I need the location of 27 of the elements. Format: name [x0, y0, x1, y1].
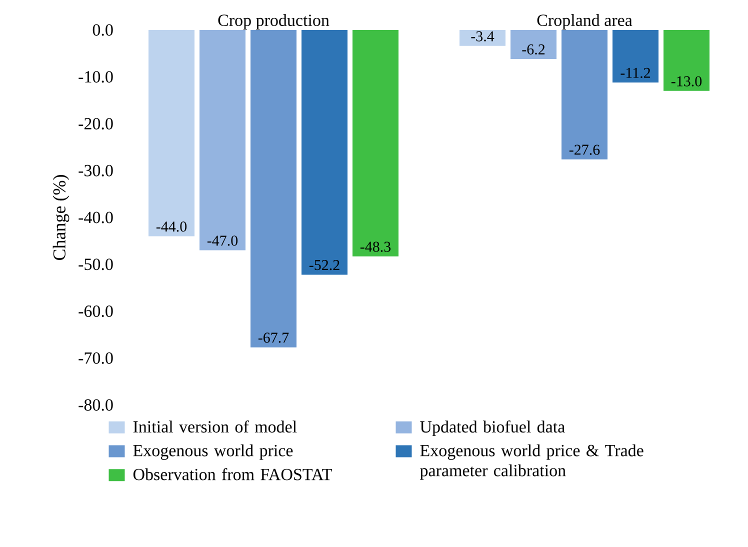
data-label: -48.3 [360, 242, 391, 252]
data-label: -52.2 [309, 260, 340, 270]
data-label: -44.0 [156, 222, 187, 232]
y-tick-label: -80.0 [78, 399, 113, 411]
data-label: -3.4 [471, 31, 494, 42]
data-label: -11.2 [620, 68, 650, 78]
data-label: -67.7 [258, 332, 289, 343]
y-tick-label: -50.0 [78, 258, 113, 270]
y-tick-label: -70.0 [78, 352, 113, 364]
y-tick-label: -40.0 [78, 212, 113, 224]
legend-label: Observation from FAOSTAT [133, 468, 332, 480]
data-label: -6.2 [522, 44, 545, 55]
data-label: -13.0 [671, 76, 702, 86]
data-label: -27.6 [569, 144, 600, 155]
data-label: -47.0 [207, 236, 238, 246]
legend-label: Exogenous world price & Trade parameter calibration [420, 444, 644, 480]
y-tick-label: -30.0 [78, 164, 113, 176]
x-tick-label: Cropland area [537, 14, 632, 30]
legend-label: Updated biofuel data [420, 420, 565, 436]
legend-label: Initial version of model [133, 420, 297, 433]
y-tick-label: -20.0 [78, 118, 113, 130]
y-axis-title: Change (%) [52, 175, 70, 260]
legend-label: Exogenous world price [133, 444, 293, 460]
x-tick-label: Crop production [218, 14, 330, 30]
y-tick-label: -60.0 [78, 305, 113, 318]
y-tick-label: -10.0 [78, 71, 113, 83]
y-tick-label: 0.0 [92, 24, 113, 36]
